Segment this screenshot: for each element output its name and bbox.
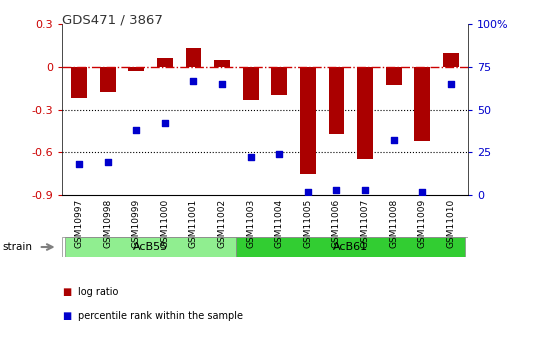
- Point: [246, 155, 255, 160]
- Text: strain: strain: [2, 242, 32, 252]
- Text: log ratio: log ratio: [78, 287, 118, 296]
- Bar: [214, 60, 230, 67]
- Text: GSM11008: GSM11008: [389, 198, 398, 248]
- Text: GSM11003: GSM11003: [246, 198, 255, 248]
- Bar: [71, 67, 87, 98]
- Text: GSM11006: GSM11006: [332, 198, 341, 248]
- Bar: [357, 67, 373, 159]
- Point: [218, 81, 226, 87]
- Text: GSM11000: GSM11000: [160, 198, 169, 248]
- Text: AcB61: AcB61: [333, 242, 369, 252]
- Point: [447, 81, 455, 87]
- Point: [103, 160, 112, 165]
- Bar: [157, 58, 173, 67]
- Bar: [65, 237, 236, 257]
- Bar: [129, 67, 144, 71]
- Text: GSM11007: GSM11007: [360, 198, 370, 248]
- Text: GSM11004: GSM11004: [275, 198, 284, 247]
- Point: [332, 187, 341, 193]
- Point: [132, 127, 140, 133]
- Point: [275, 151, 284, 157]
- Bar: [243, 67, 259, 100]
- Text: GSM11010: GSM11010: [447, 198, 455, 248]
- Bar: [100, 67, 116, 92]
- Bar: [236, 237, 465, 257]
- Text: GSM11009: GSM11009: [418, 198, 427, 248]
- Point: [390, 138, 398, 143]
- Text: GSM10998: GSM10998: [103, 198, 112, 248]
- Text: GSM11005: GSM11005: [303, 198, 313, 248]
- Text: AcB55: AcB55: [133, 242, 168, 252]
- Bar: [443, 52, 459, 67]
- Bar: [386, 67, 401, 85]
- Bar: [271, 67, 287, 95]
- Text: GSM10997: GSM10997: [75, 198, 83, 248]
- Point: [189, 78, 198, 83]
- Point: [361, 187, 370, 193]
- Bar: [414, 67, 430, 141]
- Text: GDS471 / 3867: GDS471 / 3867: [62, 14, 162, 27]
- Text: GSM11001: GSM11001: [189, 198, 198, 248]
- Point: [303, 189, 312, 194]
- Text: ■: ■: [62, 287, 71, 296]
- Point: [160, 120, 169, 126]
- Bar: [329, 67, 344, 134]
- Point: [75, 161, 83, 167]
- Bar: [186, 48, 201, 67]
- Text: ■: ■: [62, 311, 71, 321]
- Point: [418, 189, 427, 194]
- Text: GSM10999: GSM10999: [132, 198, 141, 248]
- Text: GSM11002: GSM11002: [217, 198, 226, 247]
- Bar: [300, 67, 316, 174]
- Text: percentile rank within the sample: percentile rank within the sample: [78, 311, 243, 321]
